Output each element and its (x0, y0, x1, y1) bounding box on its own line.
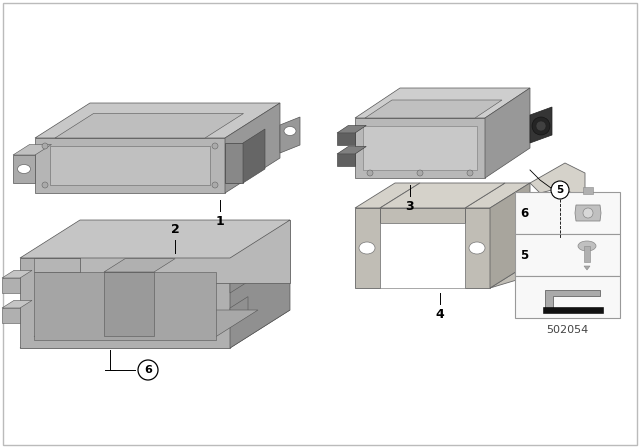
Polygon shape (584, 246, 590, 262)
Polygon shape (20, 220, 290, 258)
Circle shape (42, 143, 48, 149)
Polygon shape (490, 183, 530, 288)
Polygon shape (2, 271, 32, 278)
Ellipse shape (17, 164, 31, 173)
Polygon shape (337, 146, 366, 154)
Polygon shape (485, 88, 530, 178)
Polygon shape (225, 103, 280, 193)
Circle shape (212, 182, 218, 188)
Polygon shape (380, 183, 505, 208)
Circle shape (212, 143, 218, 149)
Bar (515, 234, 620, 276)
Text: 1: 1 (216, 215, 225, 228)
Polygon shape (380, 223, 465, 288)
Text: 6: 6 (520, 207, 528, 220)
Polygon shape (575, 205, 601, 221)
Polygon shape (465, 208, 490, 288)
Circle shape (532, 117, 550, 135)
Polygon shape (465, 183, 530, 208)
Polygon shape (355, 183, 420, 208)
Text: 6: 6 (144, 365, 152, 375)
Polygon shape (34, 272, 216, 340)
Circle shape (536, 121, 546, 131)
Polygon shape (80, 220, 290, 283)
Polygon shape (20, 310, 290, 348)
Polygon shape (337, 125, 366, 133)
Polygon shape (35, 138, 225, 193)
Polygon shape (280, 117, 300, 153)
Polygon shape (490, 243, 590, 288)
Polygon shape (530, 107, 552, 143)
Circle shape (417, 170, 423, 176)
Polygon shape (337, 154, 355, 166)
Text: 502054: 502054 (546, 325, 588, 335)
Circle shape (138, 360, 158, 380)
Polygon shape (230, 267, 248, 293)
Circle shape (42, 182, 48, 188)
Polygon shape (380, 208, 465, 223)
Polygon shape (55, 113, 243, 138)
Polygon shape (225, 143, 243, 183)
Polygon shape (530, 163, 585, 198)
Circle shape (551, 181, 569, 199)
Polygon shape (104, 258, 175, 272)
Polygon shape (2, 278, 20, 293)
Ellipse shape (284, 126, 296, 135)
Polygon shape (34, 258, 216, 272)
Bar (515, 192, 620, 234)
Polygon shape (363, 126, 477, 170)
Polygon shape (583, 187, 593, 194)
Polygon shape (50, 146, 210, 185)
Polygon shape (13, 145, 51, 155)
Polygon shape (543, 307, 603, 313)
Polygon shape (243, 129, 265, 183)
Polygon shape (2, 301, 32, 308)
Polygon shape (545, 290, 600, 308)
Polygon shape (34, 310, 258, 336)
Text: 4: 4 (436, 308, 444, 321)
Polygon shape (104, 272, 154, 336)
Text: 5: 5 (556, 185, 564, 195)
Polygon shape (355, 118, 485, 178)
Circle shape (367, 170, 373, 176)
Polygon shape (355, 208, 380, 288)
Ellipse shape (469, 242, 485, 254)
Polygon shape (35, 103, 280, 138)
Polygon shape (355, 88, 530, 118)
Polygon shape (230, 220, 290, 348)
Ellipse shape (578, 241, 596, 251)
Ellipse shape (359, 242, 375, 254)
Circle shape (467, 170, 473, 176)
Text: 2: 2 (171, 223, 179, 236)
Polygon shape (365, 100, 502, 118)
Circle shape (583, 208, 593, 218)
Polygon shape (584, 266, 590, 270)
Polygon shape (20, 258, 230, 348)
Text: 5: 5 (520, 249, 528, 262)
Text: 3: 3 (406, 200, 414, 213)
Polygon shape (337, 133, 355, 145)
Ellipse shape (565, 253, 579, 263)
Polygon shape (2, 308, 20, 323)
Bar (515, 276, 620, 318)
Polygon shape (13, 155, 35, 183)
Polygon shape (230, 297, 248, 323)
